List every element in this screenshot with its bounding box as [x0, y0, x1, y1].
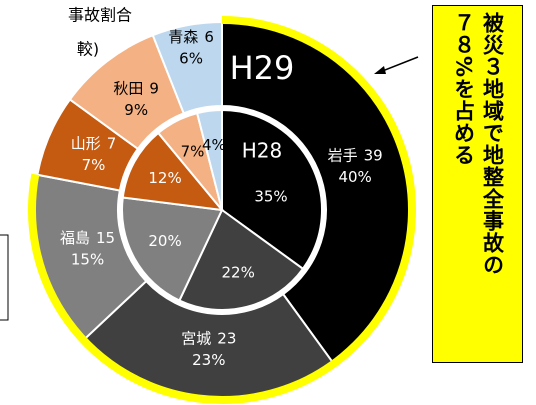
chart-title: H29 [230, 49, 295, 87]
count-label: 6 [204, 27, 214, 45]
category-name: 福島 [60, 229, 90, 247]
inner-title: H28 [242, 139, 283, 163]
left-text: 事故割合 [68, 6, 132, 25]
outer-value-label: 6% [179, 49, 203, 67]
count-label: 15 [96, 229, 115, 247]
category-label: 秋田 9 [113, 79, 159, 97]
category-name: 岩手 [328, 146, 358, 164]
count-label: 7 [107, 134, 117, 152]
arrow-head [374, 66, 386, 74]
outer-value-label: 7% [82, 156, 106, 174]
category-name: 青森 [168, 27, 198, 45]
annotation-text: 被災３地域で地整全事故の [480, 12, 505, 276]
category-label: 山形 7 [71, 134, 117, 152]
inner-value-label: 35% [254, 188, 287, 206]
inner-value-label: 4% [202, 136, 226, 154]
inner-value-label: 22% [221, 263, 254, 281]
category-name: 山形 [71, 134, 101, 152]
inner-segment [121, 196, 224, 302]
category-label: 青森 6 [168, 27, 214, 45]
outer-value-label: 40% [338, 168, 371, 186]
category-name: 秋田 [113, 79, 143, 97]
box-edge [0, 234, 9, 321]
inner-segment [121, 131, 225, 212]
category-label: 福島 15 [60, 229, 115, 247]
inner-value-label: 12% [148, 169, 181, 187]
outer-value-label: 23% [192, 351, 225, 369]
inner-segment [195, 108, 223, 211]
inner-value-label: 7% [181, 143, 205, 161]
outer-value-label: 9% [124, 101, 148, 119]
inner-value-label: 20% [148, 232, 181, 250]
outer-value-label: 15% [71, 251, 104, 269]
count-label: 9 [149, 79, 159, 97]
count-label: 23 [217, 329, 236, 347]
category-label: 岩手 39 [328, 146, 383, 164]
arrow [379, 56, 419, 73]
category-label: 宮城 23 [181, 329, 236, 347]
left-text: 較) [77, 40, 99, 59]
inner-ring-border [118, 106, 326, 314]
category-name: 宮城 [181, 329, 211, 347]
annotation: 被災３地域で地整全事故の ７８%を占める [432, 5, 523, 363]
count-label: 39 [364, 146, 383, 164]
highlight-outline [28, 16, 416, 404]
annotation-text: ７８%を占める [451, 12, 476, 167]
inner-segment [221, 108, 323, 271]
